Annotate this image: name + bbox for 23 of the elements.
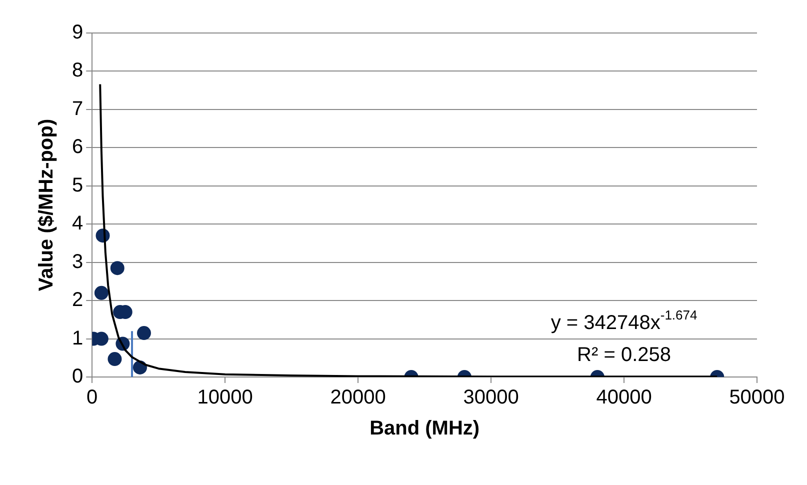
point bbox=[94, 286, 108, 300]
x-tick-label: 40000 bbox=[596, 386, 652, 409]
y-axis-title: Value ($/MHz-pop) bbox=[36, 118, 58, 292]
y-tick-label: 9 bbox=[72, 22, 84, 44]
x-tick-label: 0 bbox=[86, 386, 98, 409]
y-tick-label: 6 bbox=[72, 136, 84, 158]
y-tick-label: 4 bbox=[72, 212, 84, 235]
x-axis-title: Band (MHz) bbox=[370, 418, 480, 440]
annotation: R² = 0.258 bbox=[577, 344, 672, 366]
y-tick-label: 3 bbox=[72, 250, 84, 273]
y-tick-label: 7 bbox=[72, 98, 84, 120]
x-tick-label: 30000 bbox=[463, 386, 519, 409]
y-tick-label: 8 bbox=[72, 60, 84, 82]
y-tick-label: 2 bbox=[72, 289, 84, 312]
x-tick-label: 20000 bbox=[330, 386, 386, 409]
x-tick-label: 50000 bbox=[729, 386, 785, 409]
point bbox=[110, 261, 124, 276]
y-tick-label: 0 bbox=[72, 366, 84, 388]
y-tick-label: 1 bbox=[72, 327, 84, 350]
point bbox=[108, 352, 122, 366]
x-tick-label: 10000 bbox=[197, 386, 253, 409]
point bbox=[136, 326, 151, 340]
y-tick-label: 5 bbox=[72, 174, 84, 196]
